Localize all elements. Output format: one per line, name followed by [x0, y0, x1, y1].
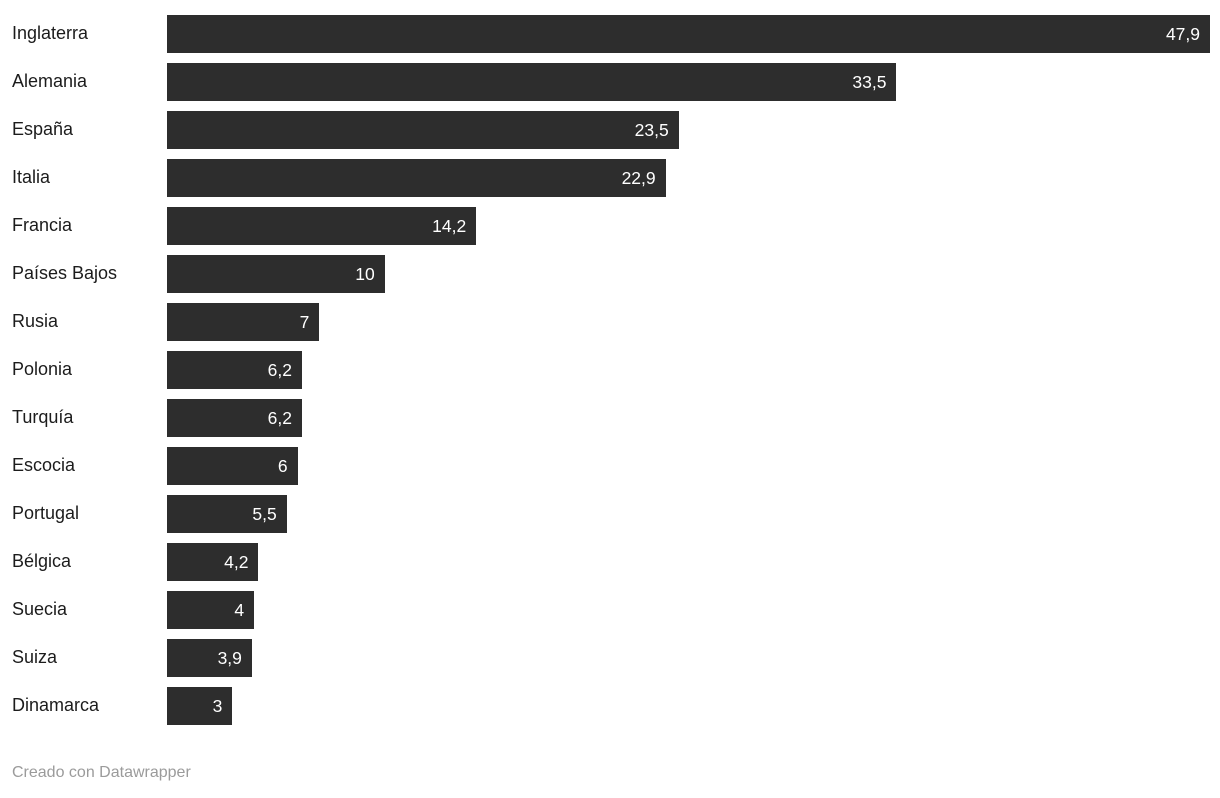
category-label: Escocia — [12, 455, 76, 476]
category-label: Italia — [12, 167, 51, 188]
category-label: España — [12, 119, 74, 140]
bar: 6,2 — [167, 399, 302, 437]
bar-track: 33,5 — [167, 63, 1210, 101]
bar: 5,5 — [167, 495, 287, 533]
category-label: Turquía — [12, 407, 74, 428]
category-label: Portugal — [12, 503, 80, 524]
category-label: Dinamarca — [12, 695, 100, 716]
bar-row: Bélgica 4,2 — [12, 538, 1210, 586]
bar-row: Suecia 4 — [12, 586, 1210, 634]
bar-track: 6,2 — [167, 399, 1210, 437]
bar: 6 — [167, 447, 298, 485]
value-label: 47,9 — [1165, 23, 1200, 44]
value-label: 22,9 — [621, 167, 656, 188]
bar-row: Alemania 33,5 — [12, 58, 1210, 106]
value-label: 4,2 — [224, 551, 249, 572]
value-label: 33,5 — [852, 71, 887, 92]
bar-row: Inglaterra 47,9 — [12, 10, 1210, 58]
value-label: 7 — [299, 311, 310, 332]
category-label: Polonia — [12, 359, 73, 380]
bar: 3 — [167, 687, 233, 725]
category-label: Alemania — [12, 71, 88, 92]
bar-row: Países Bajos 10 — [12, 250, 1210, 298]
bar: 4 — [167, 591, 255, 629]
bar-track: 3 — [167, 687, 1210, 725]
bar-track: 4,2 — [167, 543, 1210, 581]
bar: 33,5 — [167, 63, 897, 101]
bar-row: Francia 14,2 — [12, 202, 1210, 250]
bar-track: 23,5 — [167, 111, 1210, 149]
bar-row: Rusia 7 — [12, 298, 1210, 346]
bar: 47,9 — [167, 15, 1210, 53]
bar: 6,2 — [167, 351, 302, 389]
bar-track: 47,9 — [167, 15, 1210, 53]
value-label: 3,9 — [217, 647, 242, 668]
bar-row: Portugal 5,5 — [12, 490, 1210, 538]
category-label: Inglaterra — [12, 23, 89, 44]
bar-row: Polonia 6,2 — [12, 346, 1210, 394]
bar: 3,9 — [167, 639, 252, 677]
bar-row: Dinamarca 3 — [12, 682, 1210, 730]
bar-track: 6 — [167, 447, 1210, 485]
bar: 14,2 — [167, 207, 477, 245]
value-label: 5,5 — [252, 503, 277, 524]
attribution-text: Creado con Datawrapper — [12, 764, 191, 781]
bar-track: 4 — [167, 591, 1210, 629]
bar-row: España 23,5 — [12, 106, 1210, 154]
category-label: Suiza — [12, 647, 58, 668]
value-label: 14,2 — [432, 215, 467, 236]
category-label: Bélgica — [12, 551, 72, 572]
bar-track: 6,2 — [167, 351, 1210, 389]
bar-track: 22,9 — [167, 159, 1210, 197]
bar-row: Escocia 6 — [12, 442, 1210, 490]
value-label: 6,2 — [267, 359, 292, 380]
bar-rows: Inglaterra 47,9 Alemania 33,5 España 23,… — [12, 10, 1210, 730]
bar: 4,2 — [167, 543, 259, 581]
value-label: 23,5 — [634, 119, 669, 140]
bar-track: 3,9 — [167, 639, 1210, 677]
bar-track: 7 — [167, 303, 1210, 341]
value-label: 4 — [234, 599, 245, 620]
value-label: 3 — [212, 695, 223, 716]
category-label: Suecia — [12, 599, 68, 620]
bar-track: 5,5 — [167, 495, 1210, 533]
value-label: 10 — [355, 263, 375, 284]
bar-row: Turquía 6,2 — [12, 394, 1210, 442]
bar-track: 14,2 — [167, 207, 1210, 245]
category-label: Países Bajos — [12, 263, 118, 284]
bar-track: 10 — [167, 255, 1210, 293]
bar-row: Italia 22,9 — [12, 154, 1210, 202]
bar: 7 — [167, 303, 320, 341]
bar: 22,9 — [167, 159, 666, 197]
value-label: 6 — [277, 455, 288, 476]
bar: 10 — [167, 255, 385, 293]
value-label: 6,2 — [267, 407, 292, 428]
category-label: Rusia — [12, 311, 59, 332]
bar-row: Suiza 3,9 — [12, 634, 1210, 682]
bar: 23,5 — [167, 111, 679, 149]
category-label: Francia — [12, 215, 73, 236]
